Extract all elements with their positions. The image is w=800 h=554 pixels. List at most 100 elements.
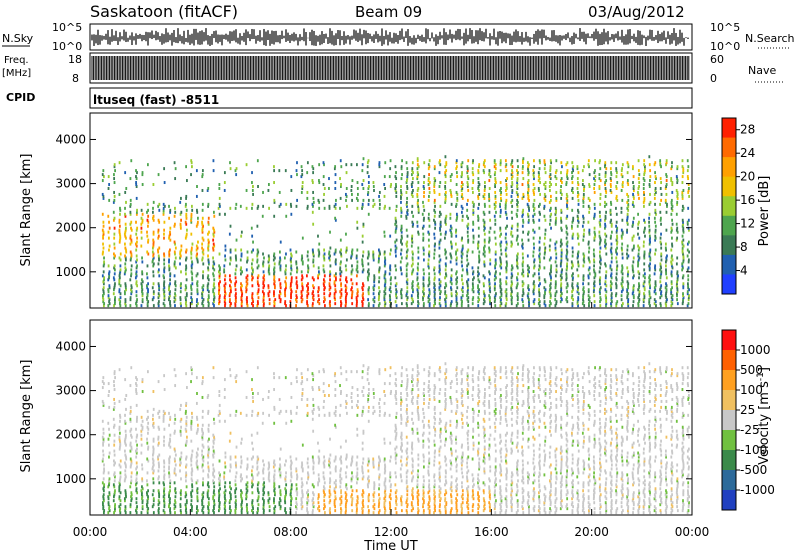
power-cell [571, 161, 574, 165]
power-cell [334, 216, 337, 220]
power-cell [212, 226, 215, 230]
power-cell [252, 185, 254, 188]
power-cell [101, 274, 104, 278]
power-cell [620, 210, 623, 214]
power-cell [670, 202, 673, 206]
power-cell [412, 300, 415, 304]
power-cell [333, 204, 336, 208]
power-cell [461, 183, 464, 187]
power-cell [560, 270, 563, 274]
power-cell [450, 226, 453, 230]
power-cell [218, 286, 221, 290]
power-cell [416, 175, 419, 179]
power-cell [477, 296, 480, 300]
power-cell [136, 258, 138, 262]
power-cell [129, 177, 132, 181]
velocity-cell [108, 483, 110, 487]
power-cell [588, 272, 591, 276]
power-cell [676, 280, 678, 284]
power-cell [576, 300, 579, 304]
power-cell [471, 298, 474, 302]
power-cell [637, 244, 640, 248]
power-cell [235, 258, 238, 262]
power-cell [196, 284, 199, 288]
power-cell [638, 256, 641, 260]
power-cell [527, 173, 530, 177]
power-cell [367, 254, 370, 258]
power-cell [638, 284, 641, 288]
power-cell [621, 185, 624, 188]
velocity-cell [124, 469, 127, 473]
power-cell [400, 177, 403, 181]
power-cell [102, 236, 104, 240]
power-cell [510, 210, 513, 214]
power-cell [169, 230, 171, 234]
power-cell [493, 286, 496, 290]
power-cell [416, 157, 419, 161]
power-cell [114, 268, 116, 272]
power-cell [610, 242, 613, 246]
power-cell [676, 278, 679, 282]
power-cell [627, 198, 630, 202]
power-cell [460, 302, 463, 306]
power-cell [488, 282, 491, 286]
power-cell [118, 288, 121, 292]
power-cell [461, 256, 463, 260]
power-cell [488, 298, 491, 302]
power-cell [615, 196, 618, 200]
power-cell [140, 244, 143, 248]
power-cell [301, 186, 304, 190]
power-cell [544, 194, 547, 198]
power-cell [196, 208, 198, 212]
power-cell [184, 298, 187, 302]
power-cell [499, 214, 502, 218]
velocity-cell [163, 473, 166, 477]
power-cell [184, 268, 187, 272]
power-cell [169, 302, 171, 306]
power-cell [284, 292, 286, 296]
power-cell [675, 262, 678, 266]
power-cell [207, 268, 210, 272]
velocity-cell [113, 493, 116, 497]
power-cell [234, 248, 237, 252]
power-cell [549, 268, 552, 272]
power-cell [305, 274, 308, 278]
power-cell [185, 278, 188, 282]
power-cell [688, 250, 690, 254]
power-cell [538, 288, 541, 292]
power-cell [466, 282, 469, 286]
power-cell [516, 202, 518, 206]
power-cell [654, 202, 656, 206]
power-cell [576, 194, 579, 198]
power-cell [311, 210, 314, 214]
power-cell [566, 250, 569, 254]
power-cell [599, 240, 602, 244]
power-cell [676, 282, 678, 286]
power-cell [444, 175, 447, 179]
power-cell [560, 210, 563, 214]
power-cell [169, 248, 171, 252]
power-cell [687, 286, 690, 290]
power-cell [322, 183, 325, 187]
power-cell [664, 286, 667, 290]
velocity-cell [113, 372, 116, 376]
power-cell [577, 254, 579, 258]
power-cell [279, 266, 282, 270]
power-cell [218, 300, 221, 304]
power-cell [522, 157, 525, 161]
power-y-axis-label: Slant Range [km] [19, 154, 34, 267]
power-cell [510, 163, 513, 167]
power-cell [615, 248, 617, 252]
velocity-cell [124, 435, 127, 439]
power-cell [339, 300, 342, 304]
power-cell [273, 262, 276, 266]
power-cell [598, 234, 601, 238]
power-cell [577, 286, 580, 290]
power-cell [417, 300, 419, 304]
velocity-cell [136, 505, 138, 509]
power-cell [118, 274, 121, 278]
power-cell [489, 218, 492, 222]
power-cell [616, 234, 618, 238]
power-cell [168, 258, 170, 262]
power-cell [450, 246, 453, 250]
